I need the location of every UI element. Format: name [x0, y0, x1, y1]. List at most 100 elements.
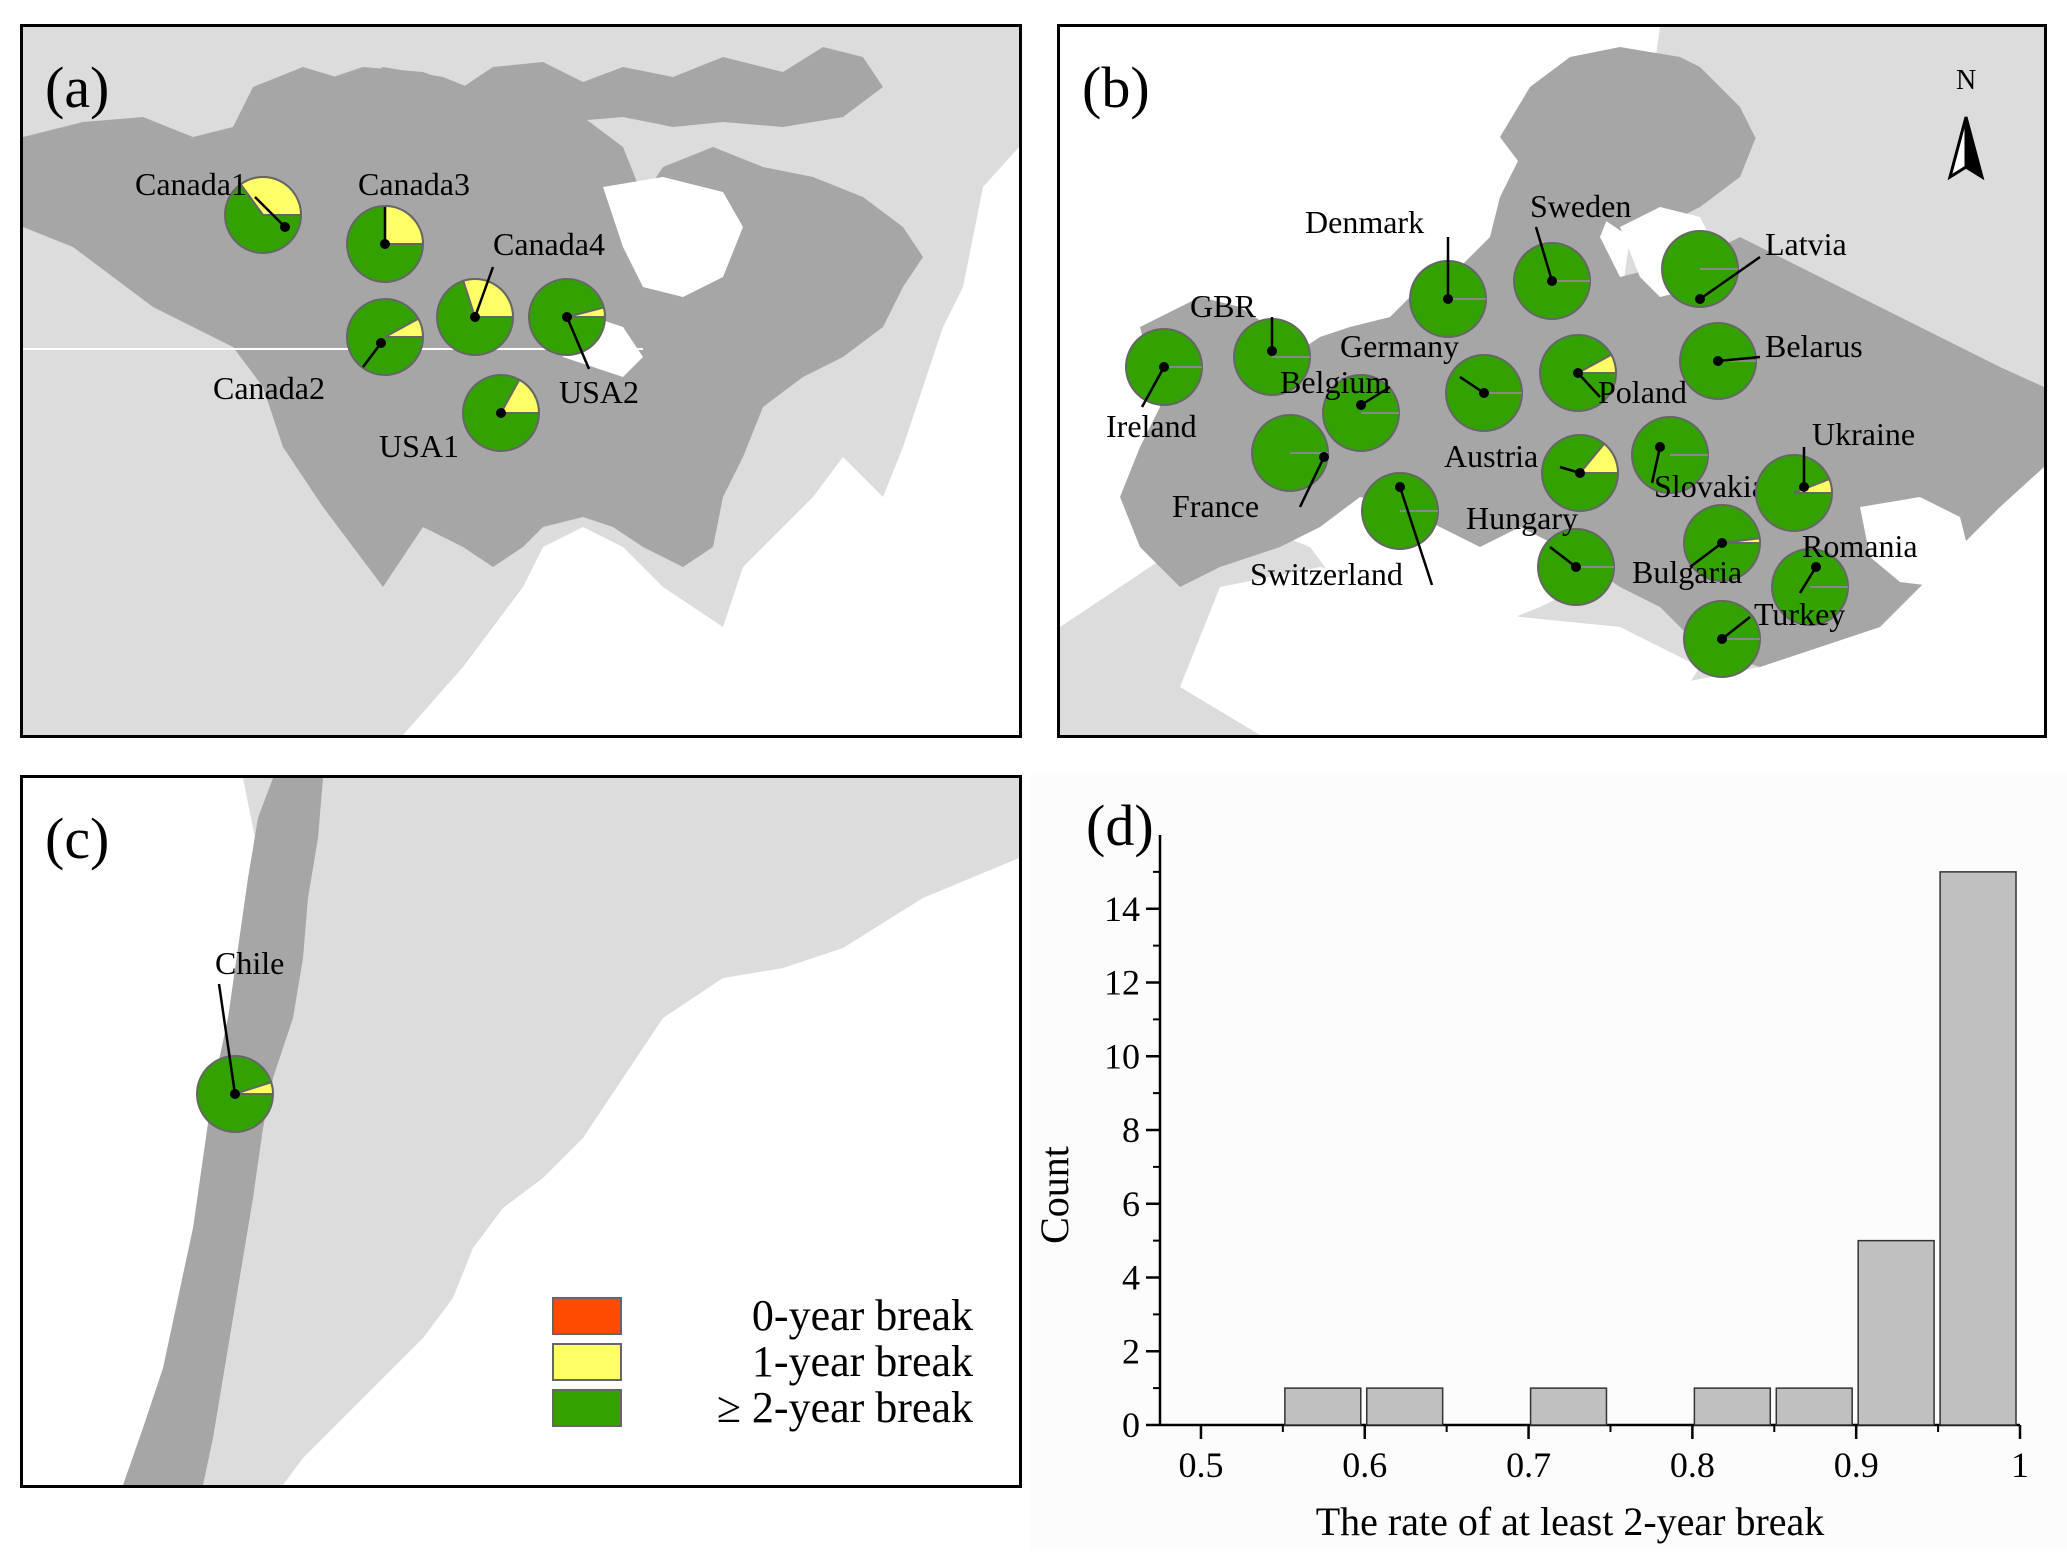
- pie-one-year-slice: [384, 317, 425, 338]
- histogram-bar: [1693, 1387, 1772, 1426]
- pie-germany: Germany: [1340, 328, 1523, 432]
- y-tick-label: 8: [1122, 1110, 1140, 1150]
- pie-usa2: USA2: [528, 278, 639, 410]
- pie-label: Belgium: [1280, 364, 1390, 400]
- leader-line: [1140, 366, 1166, 408]
- pie-hungary: Hungary: [1466, 500, 1615, 606]
- pie-ukraine: Ukraine: [1755, 416, 1915, 532]
- black-sea: [1860, 497, 1970, 587]
- pie-label: GBR: [1190, 288, 1256, 324]
- pie-sweden: Sweden: [1513, 188, 1631, 320]
- pie-label: USA2: [559, 374, 639, 410]
- y-axis-label: Count: [1032, 1146, 1077, 1244]
- y-tick-label: 10: [1104, 1036, 1140, 1076]
- pie-label: Bulgaria: [1632, 554, 1742, 590]
- leader-line: [254, 196, 286, 228]
- pie-label: France: [1172, 488, 1259, 524]
- histogram-bar: [1857, 1239, 1935, 1426]
- x-tick-label: 0.9: [1834, 1445, 1879, 1485]
- pie-turkey: Turkey: [1683, 596, 1845, 678]
- pie-romania: Romania: [1771, 528, 1918, 626]
- mediterranean: [1180, 567, 1700, 735]
- pie-label: Latvia: [1765, 226, 1847, 262]
- legend-swatch: [552, 1297, 622, 1335]
- pie-poland: Poland: [1539, 334, 1687, 412]
- leader-line: [1549, 546, 1577, 568]
- finland: [1700, 57, 1840, 217]
- legend-swatch: [552, 1343, 622, 1381]
- arctic-islands: [303, 47, 883, 127]
- pie-label: Austria: [1444, 438, 1538, 474]
- pie-label: Ukraine: [1812, 416, 1915, 452]
- pie-ireland: Ireland: [1106, 328, 1203, 444]
- land-chile: [123, 778, 323, 1485]
- pie-switzerland: Switzerland: [1250, 472, 1439, 592]
- histogram-bar: [1529, 1387, 1608, 1426]
- panel-b-label: (b): [1082, 55, 1150, 120]
- pie-label: Turkey: [1754, 596, 1845, 632]
- pie-usa1: USA1: [379, 374, 541, 464]
- x-tick-label: 0.8: [1670, 1445, 1715, 1485]
- legend-item: ≥ 2-year break: [552, 1383, 973, 1432]
- leader-line: [1559, 465, 1581, 475]
- land-other-region: [183, 778, 1019, 1485]
- x-tick-label: 0.6: [1342, 1445, 1387, 1485]
- pie-belgium: Belgium: [1280, 364, 1400, 452]
- pie-label: Canada2: [213, 370, 325, 406]
- legend-item: 1-year break: [552, 1337, 973, 1386]
- legend-item: 0-year break: [552, 1291, 973, 1340]
- legend-label: 0-year break: [752, 1291, 973, 1340]
- pie-label: Belarus: [1765, 328, 1863, 364]
- panel-a-label: (a): [45, 55, 109, 120]
- histogram-bar: [1775, 1387, 1853, 1426]
- leader-line: [217, 983, 237, 1095]
- pie-one-year-slice: [234, 1080, 275, 1095]
- chart-area: 0 2 4 6 8 10 12 14 0.5 0.6 0.7 0.8 0.9 1: [1104, 835, 2029, 1485]
- pie-one-year-slice: [1577, 442, 1620, 474]
- north-label: N: [1956, 65, 1976, 96]
- location-dot: [496, 408, 506, 418]
- pie-label: Canada1: [135, 166, 247, 202]
- leader-line: [1360, 385, 1391, 407]
- leader-line: [1459, 375, 1485, 395]
- pie-canada4: Canada4: [436, 226, 605, 356]
- y-tick-label: 12: [1104, 963, 1140, 1003]
- pie-bulgaria: Bulgaria: [1632, 504, 1762, 590]
- pie-layer-c: Chile: [196, 945, 284, 1133]
- pie-gbr: GBR: [1190, 288, 1311, 396]
- histogram-bar: [1366, 1387, 1444, 1426]
- pie-chile: Chile: [196, 945, 284, 1133]
- pie-label: Ireland: [1106, 408, 1197, 444]
- x-tick-label: 0.5: [1178, 1445, 1223, 1485]
- panel-b-europe-map: N Ireland GBR Denmark Sweden Latvia Germany Be…: [1057, 24, 2047, 738]
- pie-latvia: Latvia: [1661, 226, 1847, 308]
- pie-one-year-slice: [461, 278, 515, 318]
- leader-line: [1717, 355, 1761, 363]
- histogram-bar: [1939, 871, 2017, 1426]
- north-america-map: Canada1 Canada2 Canada3 Canada4 USA1 USA2 (a): [23, 27, 1019, 735]
- pie-canada1: Canada1: [135, 166, 303, 254]
- pie-one-year-slice: [499, 378, 541, 414]
- pie-one-year-slice: [239, 176, 303, 216]
- panel-d-histogram: 0 2 4 6 8 10 12 14 0.5 0.6 0.7 0.8 0.9 1 (d) The rate…: [1030, 775, 2067, 1551]
- panel-a-north-america-map: Canada1 Canada2 Canada3 Canada4 USA1 USA2 (a): [20, 24, 1022, 738]
- pie-label: Slovakia: [1654, 468, 1766, 504]
- pie-france: France: [1172, 414, 1329, 524]
- pie-layer-a: Canada1 Canada2 Canada3 Canada4 USA1 USA2: [135, 166, 639, 464]
- y-tick-label: 14: [1104, 889, 1140, 929]
- y-tick-label: 0: [1122, 1405, 1140, 1445]
- leader-line: [473, 266, 495, 318]
- leader-line: [362, 342, 382, 368]
- pie-canada3: Canada3: [346, 166, 470, 283]
- pie-label: USA1: [379, 428, 459, 464]
- legend-label: ≥ 2-year break: [717, 1383, 973, 1432]
- leader-line: [1689, 542, 1723, 568]
- histogram-bar: [1284, 1387, 1362, 1426]
- panel-c-south-america-map: Chile (c) 0-year break 1-year break ≥ 2-ye…: [20, 775, 1022, 1488]
- leader-line: [1398, 486, 1434, 586]
- pie-belarus: Belarus: [1679, 322, 1863, 400]
- pie-layer-b: Ireland GBR Denmark Sweden Latvia GermanyBelg…: [1106, 188, 1918, 678]
- scandinavia: [1500, 47, 1760, 237]
